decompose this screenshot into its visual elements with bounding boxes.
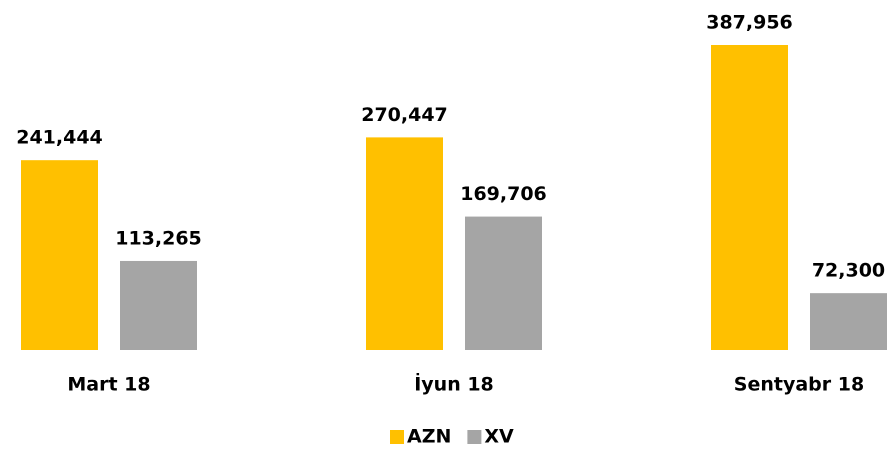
bar (120, 260, 197, 350)
bar (810, 293, 887, 350)
legend-swatch (390, 430, 404, 444)
data-label: 270,447 (361, 104, 448, 126)
data-label: 387,956 (706, 12, 793, 34)
x-tick-label: Mart 18 (67, 374, 150, 396)
data-label: 113,265 (115, 227, 202, 249)
legend-label: XV (484, 426, 514, 448)
bar (465, 216, 542, 350)
legend-swatch (467, 430, 482, 444)
bar (21, 160, 98, 350)
data-label: 169,706 (460, 183, 547, 205)
data-label: 72,300 (812, 260, 885, 282)
x-tick-label: Sentyabr 18 (734, 374, 864, 396)
legend-label: AZN (407, 426, 451, 448)
bar (711, 45, 788, 350)
data-label: 241,444 (16, 127, 103, 149)
bar (366, 137, 443, 350)
x-tick-label: İyun 18 (414, 372, 494, 396)
